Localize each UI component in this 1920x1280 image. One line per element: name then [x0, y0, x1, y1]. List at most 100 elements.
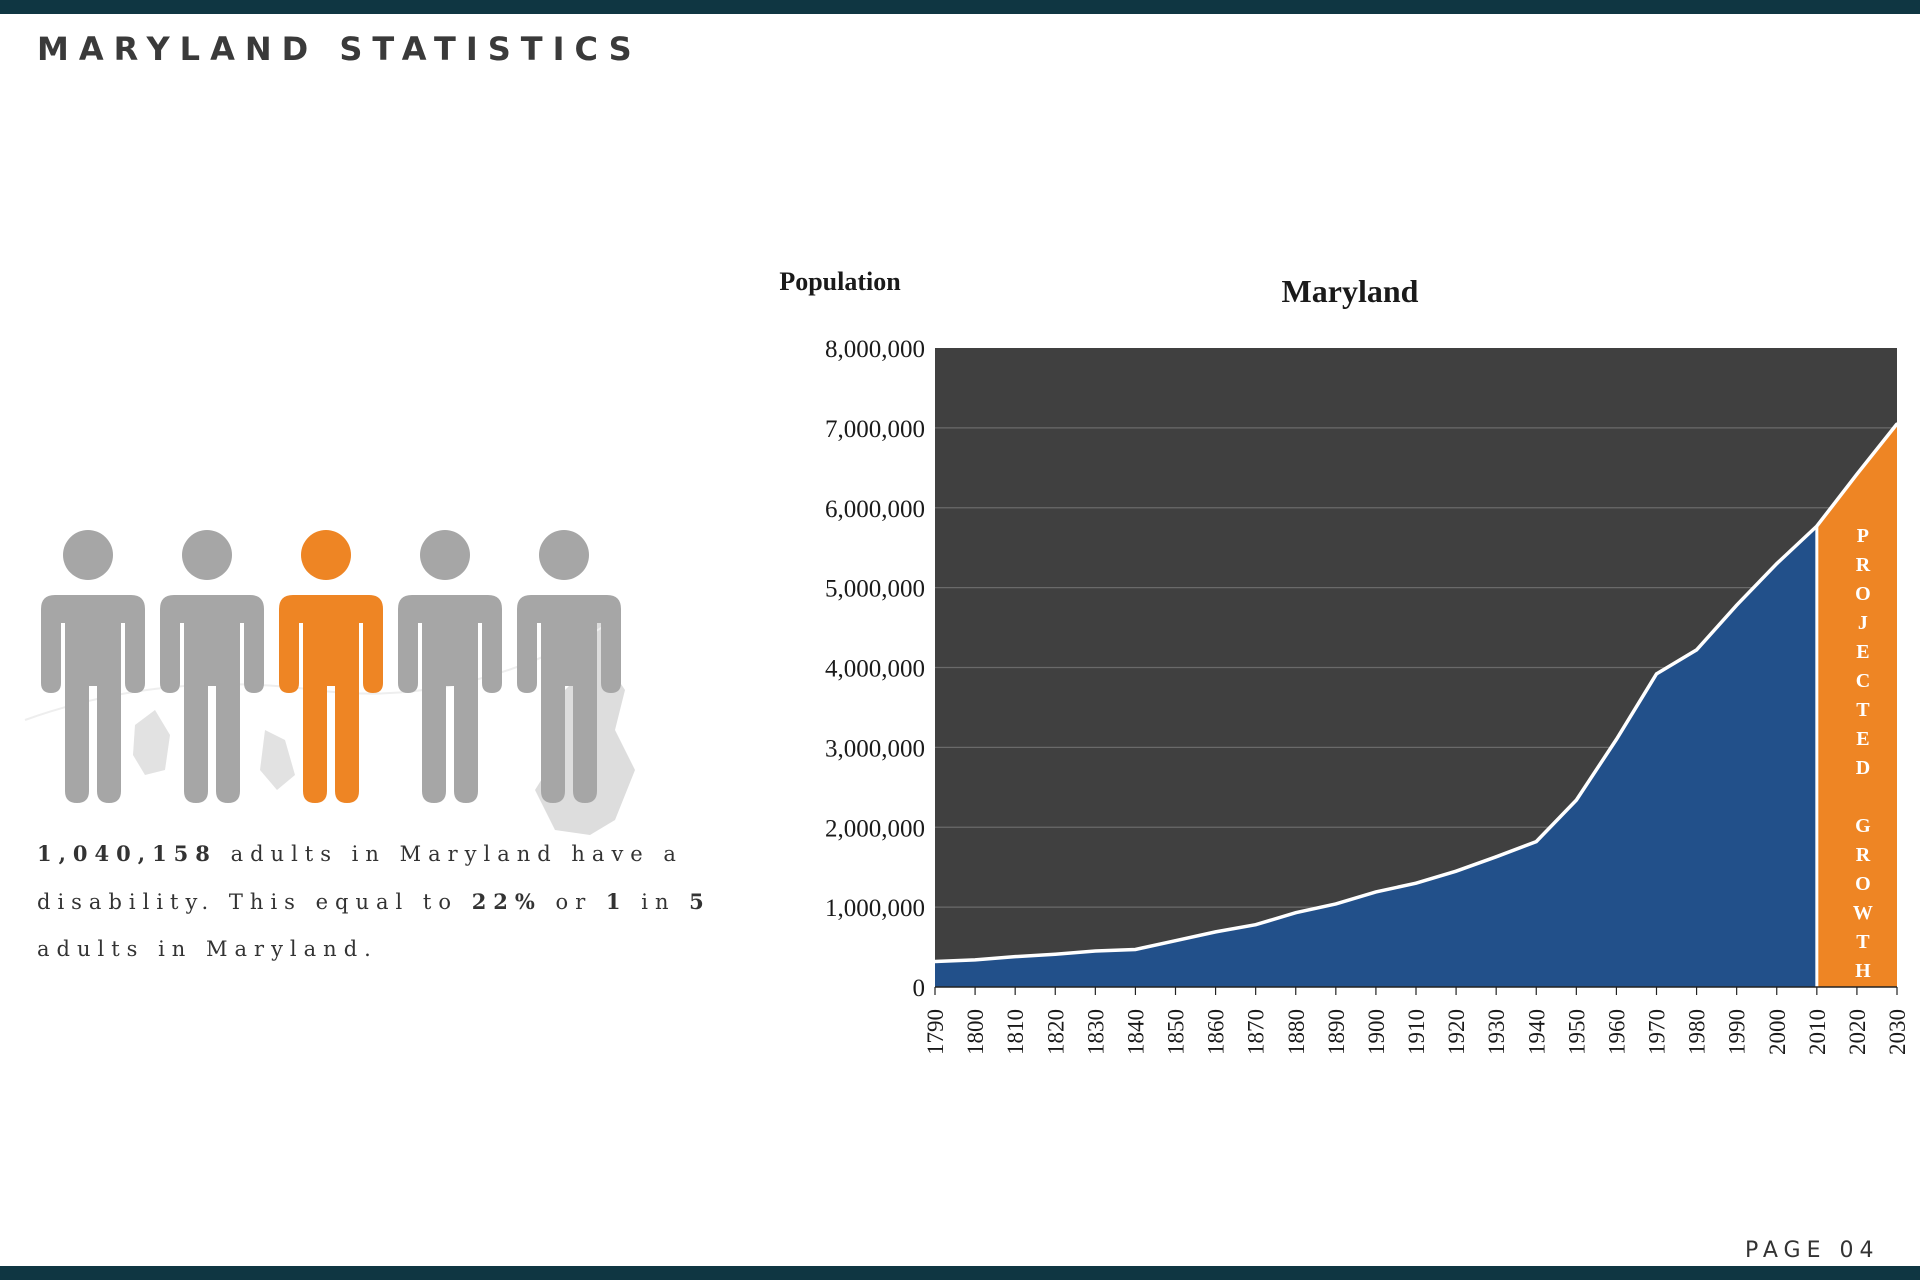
data-point — [1053, 952, 1057, 956]
historical-area — [935, 526, 1817, 987]
x-tick-label: 1970 — [1645, 1009, 1670, 1055]
data-point — [1414, 881, 1418, 885]
projected-label-letter: H — [1855, 960, 1871, 982]
x-tick-label: 1820 — [1043, 1009, 1068, 1055]
people-figures — [24, 530, 635, 835]
x-tick-label: 1910 — [1404, 1009, 1429, 1055]
page-number: PAGE 04 — [1745, 1238, 1880, 1263]
person-icon — [517, 530, 621, 803]
data-point — [1614, 737, 1618, 741]
x-tick-label: 2020 — [1845, 1009, 1870, 1055]
data-point — [1294, 911, 1298, 915]
y-tick-label: 5,000,000 — [825, 576, 925, 603]
x-tick-label: 1790 — [923, 1009, 948, 1055]
data-point — [1895, 422, 1899, 426]
y-axis-label: Population — [779, 267, 901, 296]
data-point — [1534, 840, 1538, 844]
projected-label-letter: O — [1855, 583, 1871, 605]
data-point — [1655, 672, 1658, 676]
x-tick-label: 1850 — [1164, 1009, 1189, 1055]
y-tick-label: 1,000,000 — [825, 895, 925, 922]
projected-area — [1816, 423, 1897, 988]
disability-stat-text: 1,040,158 adults in Maryland have a disa… — [37, 830, 777, 973]
data-point — [1214, 930, 1218, 934]
projected-label-letter: P — [1857, 525, 1869, 547]
data-point — [1093, 949, 1097, 953]
projected-label-letter: C — [1856, 670, 1870, 692]
data-point — [973, 958, 977, 962]
adult-count: 1,040,158 — [37, 841, 217, 866]
x-tick-label: 1930 — [1484, 1009, 1509, 1055]
projected-label-letter: E — [1856, 728, 1869, 750]
stat-text-2: or — [541, 890, 606, 914]
data-point — [1855, 472, 1859, 476]
y-tick-label: 0 — [913, 975, 926, 1002]
y-tick-label: 8,000,000 — [825, 336, 925, 363]
x-tick-label: 1870 — [1244, 1009, 1269, 1055]
projected-label-letter: J — [1858, 612, 1868, 634]
data-point — [1013, 955, 1017, 959]
data-point — [1815, 524, 1819, 528]
person-icon — [398, 530, 502, 803]
data-point — [1174, 939, 1177, 943]
stat-text-4: adults in Maryland. — [37, 937, 378, 961]
projected-label-letter: O — [1855, 873, 1871, 895]
map-shape — [133, 710, 170, 775]
person-icon — [160, 530, 264, 803]
x-tick-label: 1880 — [1284, 1009, 1309, 1055]
x-tick-label: 1890 — [1324, 1009, 1349, 1055]
data-point — [1735, 603, 1739, 607]
data-point — [1454, 869, 1458, 873]
stat-text-1: adults in Maryland have a disability. Th… — [37, 842, 683, 914]
x-tick-label: 1940 — [1524, 1009, 1549, 1055]
data-point — [1254, 923, 1258, 927]
x-tick-label: 1860 — [1204, 1009, 1229, 1055]
map-shape — [260, 730, 295, 790]
x-tick-label: 1950 — [1564, 1009, 1589, 1055]
x-tick-label: 2030 — [1885, 1009, 1910, 1055]
data-point — [1695, 648, 1699, 652]
x-tick-label: 1800 — [963, 1009, 988, 1055]
person-icon — [279, 530, 383, 803]
person-icon — [41, 530, 145, 803]
projected-label-letter: R — [1856, 554, 1871, 576]
x-tick-label: 2010 — [1805, 1009, 1830, 1055]
y-tick-label: 2,000,000 — [825, 815, 925, 842]
data-point — [1574, 798, 1578, 802]
stat-percent: 22% — [471, 889, 542, 914]
chart-title: Maryland — [1282, 273, 1419, 309]
y-tick-label: 6,000,000 — [825, 496, 925, 523]
projected-label-letter: R — [1856, 844, 1871, 866]
x-tick-label: 1980 — [1685, 1009, 1710, 1055]
stat-one: 1 — [605, 889, 628, 914]
y-tick-label: 4,000,000 — [825, 656, 925, 683]
data-point — [933, 959, 937, 963]
x-tick-label: 1810 — [1003, 1009, 1028, 1055]
y-tick-label: 3,000,000 — [825, 735, 925, 762]
data-point — [1494, 855, 1498, 859]
projected-label-letter: E — [1856, 641, 1869, 663]
x-tick-label: 1920 — [1444, 1009, 1469, 1055]
projected-label-letter: T — [1856, 699, 1870, 721]
top-bar — [0, 0, 1920, 14]
projected-label-letter: D — [1856, 757, 1870, 779]
population-chart: Maryland Population 0 1,000,000 2,000,000 3… — [779, 267, 1910, 1055]
bottom-bar — [0, 1266, 1920, 1280]
x-tick-label: 1900 — [1364, 1009, 1389, 1055]
projected-label-letter: W — [1853, 902, 1873, 924]
y-tick-label: 7,000,000 — [825, 416, 925, 443]
stat-text-3: in — [627, 890, 690, 914]
x-tick-label: 1960 — [1604, 1009, 1629, 1055]
projected-label-letter: G — [1855, 815, 1871, 837]
data-point — [1334, 902, 1338, 906]
x-tick-label: 1990 — [1725, 1009, 1750, 1055]
data-point — [1374, 890, 1378, 894]
data-point — [1133, 947, 1137, 951]
x-tick-label: 2000 — [1765, 1009, 1790, 1055]
stat-five: 5 — [689, 889, 711, 914]
projected-label-letter: T — [1856, 931, 1870, 953]
x-tick-label: 1830 — [1083, 1009, 1108, 1055]
page-title: MARYLAND STATISTICS — [37, 30, 642, 68]
x-tick-label: 1840 — [1123, 1009, 1148, 1055]
